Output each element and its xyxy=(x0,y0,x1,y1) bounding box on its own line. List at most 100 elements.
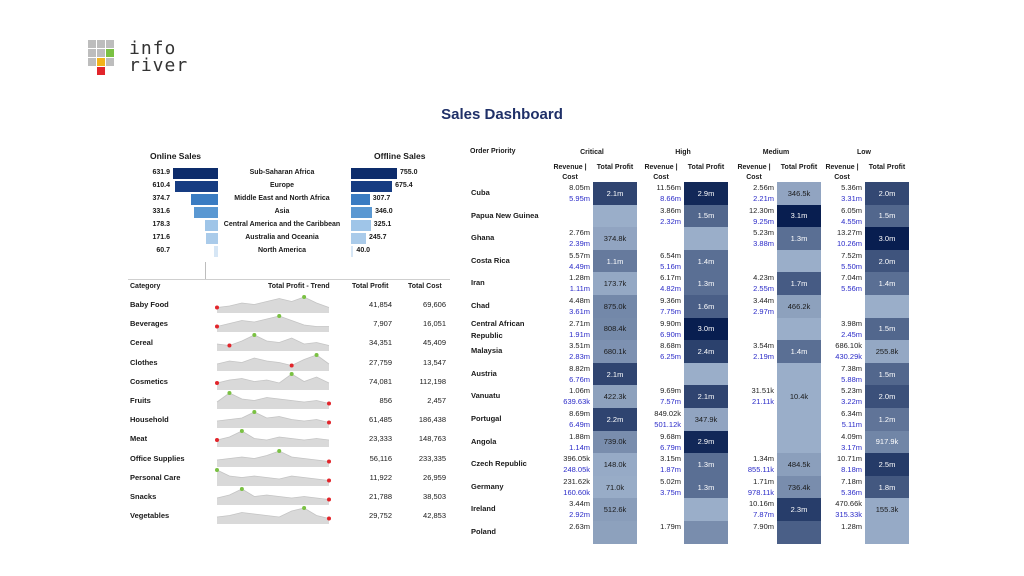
total-profit-cell[interactable]: 374.8k xyxy=(593,227,637,250)
table-row[interactable]: Vegetables 29,752 42,853 xyxy=(128,506,450,525)
total-profit-cell[interactable]: 1.1m xyxy=(593,249,637,273)
total-profit-cell[interactable]: 736.4k xyxy=(777,475,821,499)
total-profit-cell[interactable] xyxy=(865,295,909,318)
total-profit-cell[interactable]: 2.4m xyxy=(684,340,728,363)
total-profit-cell[interactable] xyxy=(777,317,821,341)
table-row[interactable]: Fruits 856 2,457 xyxy=(128,391,450,410)
total-profit-cell[interactable]: 2.2m xyxy=(593,408,637,431)
table-row[interactable]: Clothes 27,759 13,547 xyxy=(128,352,450,372)
revenue-cost-cell[interactable]: 7.04m 5.56m xyxy=(819,272,862,295)
priority-group-header[interactable]: Medium xyxy=(762,149,790,156)
total-profit-cell[interactable]: 3.0m xyxy=(684,317,728,341)
revenue-cost-cell[interactable]: 1.06m 639.63k xyxy=(547,385,590,408)
priority-group-header[interactable]: Low xyxy=(857,149,871,156)
revenue-cost-cell[interactable]: 5.23m 3.22m xyxy=(819,385,862,408)
revenue-cost-cell[interactable]: 3.54m 2.19m xyxy=(731,340,774,363)
revenue-cost-cell[interactable] xyxy=(638,498,681,521)
revenue-cost-cell[interactable]: 8.69m 6.49m xyxy=(547,408,590,431)
total-profit-cell[interactable]: 875.0k xyxy=(593,295,637,318)
total-profit-cell[interactable]: 1.3m xyxy=(777,227,821,250)
online-sales-bar[interactable] xyxy=(194,207,218,218)
revenue-cost-cell[interactable]: 9.36m 7.75m xyxy=(638,295,681,318)
revenue-cost-cell[interactable]: 2.76m 2.39m xyxy=(547,227,590,250)
revenue-cost-cell[interactable]: 849.02k 501.12k xyxy=(638,408,681,431)
revenue-cost-cell[interactable]: 2.56m 2.21m xyxy=(731,182,774,205)
total-profit-cell[interactable]: 71.0k xyxy=(593,475,637,499)
total-profit-cell[interactable]: 739.0k xyxy=(593,430,637,454)
revenue-cost-cell[interactable] xyxy=(638,227,681,250)
revenue-cost-cell[interactable]: 9.68m 6.79m xyxy=(638,431,681,454)
total-profit-cell[interactable]: 148.0k xyxy=(593,453,637,476)
online-sales-bar[interactable] xyxy=(191,194,218,205)
country-row-label[interactable]: Ghana xyxy=(471,233,495,243)
revenue-cost-cell[interactable]: 5.23m 3.88m xyxy=(731,227,774,250)
revenue-cost-cell[interactable]: 12.30m 9.25m xyxy=(731,205,774,228)
trend-header[interactable]: Total Profit - Trend xyxy=(268,283,330,290)
revenue-cost-cell[interactable]: 3.15m 1.87m xyxy=(638,453,681,476)
revenue-cost-cell[interactable]: 13.27m 10.26m xyxy=(819,227,862,250)
revenue-cost-cell[interactable] xyxy=(638,363,681,386)
revenue-cost-cell[interactable]: 3.44m 2.97m xyxy=(731,295,774,318)
revenue-cost-cell[interactable]: 470.66k 315.33k xyxy=(819,498,862,521)
total-profit-cell[interactable]: 1.5m xyxy=(865,362,909,386)
total-profit-cell[interactable]: 1.5m xyxy=(865,204,909,228)
revenue-cost-cell[interactable]: 1.28m 1.11m xyxy=(547,272,590,295)
revenue-cost-cell[interactable]: 5.57m 4.49m xyxy=(547,250,590,273)
total-profit-cell[interactable]: 484.5k xyxy=(777,453,821,476)
revenue-cost-cell[interactable]: 1.28m xyxy=(819,521,862,544)
total-profit-cell[interactable] xyxy=(777,521,821,544)
offline-sales-bar[interactable] xyxy=(351,168,397,179)
revenue-cost-cell[interactable]: 7.52m 5.50m xyxy=(819,250,862,273)
revenue-cost-cell[interactable]: 1.88m 1.14m xyxy=(547,431,590,454)
revenue-cost-cell[interactable]: 6.17m 4.82m xyxy=(638,272,681,295)
country-row-label[interactable]: Papua New Guinea xyxy=(471,210,539,220)
total-profit-cell[interactable]: 1.4m xyxy=(684,249,728,273)
country-row-label[interactable]: Portugal xyxy=(471,414,502,423)
total-profit-cell[interactable]: 1.5m xyxy=(684,204,728,228)
country-row-label[interactable]: Angola xyxy=(471,436,497,446)
country-row-label[interactable]: Austria xyxy=(471,368,497,378)
total-profit-cell[interactable]: 155.3k xyxy=(865,498,909,521)
total-cost-header[interactable]: Total Cost xyxy=(408,283,442,290)
total-profit-cell[interactable]: 346.5k xyxy=(777,182,821,205)
total-profit-cell[interactable]: 1.3m xyxy=(684,453,728,476)
table-row[interactable]: Cosmetics 74,081 112,198 xyxy=(128,371,450,391)
table-row[interactable]: Personal Care 11,922 26,959 xyxy=(128,467,450,487)
revenue-cost-cell[interactable]: 7.18m 5.36m xyxy=(819,476,862,499)
online-sales-bar[interactable] xyxy=(205,220,218,231)
revenue-cost-cell[interactable]: 8.68m 6.25m xyxy=(638,340,681,363)
total-profit-cell[interactable]: 2.1m xyxy=(593,362,637,386)
total-profit-cell[interactable]: 1.4m xyxy=(777,340,821,363)
offline-sales-bar[interactable] xyxy=(351,233,366,244)
revenue-cost-cell[interactable] xyxy=(819,295,862,318)
total-profit-cell[interactable]: 3.0m xyxy=(865,227,909,250)
table-row[interactable]: Baby Food 41,854 69,606 xyxy=(128,295,450,314)
online-sales-bar[interactable] xyxy=(173,168,218,179)
revenue-cost-cell[interactable]: 6.05m 4.55m xyxy=(819,205,862,228)
priority-group-header[interactable]: Critical xyxy=(580,149,604,156)
total-profit-cell[interactable]: 1.7m xyxy=(777,272,821,295)
revenue-cost-cell[interactable] xyxy=(547,205,590,228)
total-profit-cell[interactable]: 2.1m xyxy=(593,182,637,205)
total-profit-cell[interactable]: 808.4k xyxy=(593,317,637,341)
total-profit-cell[interactable]: 512.6k xyxy=(593,498,637,521)
total-profit-cell[interactable] xyxy=(777,430,821,454)
total-profit-cell[interactable]: 2.3m xyxy=(777,498,821,521)
total-profit-cell[interactable]: 3.1m xyxy=(777,204,821,228)
total-profit-cell[interactable]: 1.3m xyxy=(684,475,728,499)
table-row[interactable]: Household 61,485 186,438 xyxy=(128,410,450,429)
total-profit-cell[interactable]: 2.9m xyxy=(684,430,728,454)
revenue-cost-cell[interactable]: 2.63m xyxy=(547,521,590,544)
revenue-cost-cell[interactable]: 6.54m 5.16m xyxy=(638,250,681,273)
online-sales-bar[interactable] xyxy=(205,233,218,244)
total-profit-cell[interactable]: 1.2m xyxy=(865,408,909,431)
table-row[interactable]: Office Supplies 56,116 233,335 xyxy=(128,448,450,468)
country-row-label[interactable]: Central African Republic xyxy=(471,318,525,340)
revenue-cost-cell[interactable]: 686.10k 430.29k xyxy=(819,340,862,363)
table-row[interactable]: Cereal 34,351 45,409 xyxy=(128,333,450,352)
country-row-label[interactable]: Iran xyxy=(471,278,485,288)
table-row[interactable]: Beverages 7,907 16,051 xyxy=(128,314,450,333)
revenue-cost-cell[interactable]: 4.48m 3.61m xyxy=(547,295,590,318)
revenue-cost-cell[interactable]: 8.05m 5.95m xyxy=(547,182,590,205)
total-profit-cell[interactable]: 917.9k xyxy=(865,430,909,454)
